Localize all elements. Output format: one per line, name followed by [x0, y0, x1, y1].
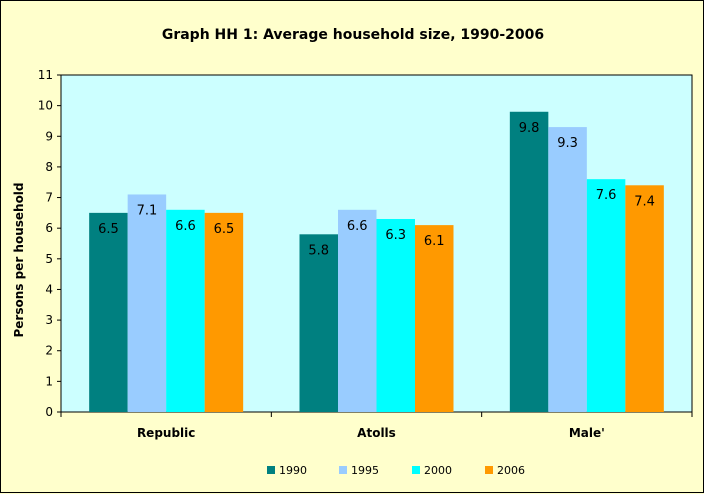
data-label: 6.6: [175, 219, 196, 234]
chart-title: Graph HH 1: Average household size, 1990…: [162, 27, 544, 43]
bar-1995: [338, 209, 377, 412]
x-category-label: Male': [569, 426, 605, 440]
data-label: 6.5: [214, 222, 235, 237]
legend-swatch: [339, 466, 347, 474]
data-label: 6.6: [347, 219, 368, 234]
y-tick-label: 1: [45, 374, 53, 388]
legend-entry: 2000: [424, 464, 452, 477]
bar-1990: [299, 234, 338, 412]
bar-2006: [204, 212, 244, 412]
data-label: 9.8: [519, 121, 540, 136]
data-label: 6.3: [385, 228, 406, 243]
y-tick-label: 5: [45, 252, 53, 266]
y-tick-label: 4: [45, 282, 53, 296]
bar-2006: [415, 225, 454, 412]
data-label: 6.1: [424, 234, 445, 249]
data-label: 9.3: [557, 136, 578, 151]
data-label: 5.8: [308, 243, 329, 258]
legend-entry: 1995: [351, 464, 379, 477]
x-category-label: Republic: [137, 426, 195, 440]
bar-2000: [586, 179, 626, 412]
data-label: 7.4: [634, 194, 655, 209]
bar-2000: [376, 218, 415, 412]
legend-swatch: [412, 466, 420, 474]
y-tick-label: 10: [38, 99, 53, 113]
data-label: 7.1: [137, 203, 158, 218]
bar-1995: [127, 194, 167, 412]
legend-swatch: [267, 466, 275, 474]
legend-entry: 1990: [279, 464, 307, 477]
y-tick-label: 7: [45, 191, 53, 205]
x-category-label: Atolls: [357, 426, 396, 440]
y-tick-label: 0: [45, 405, 53, 419]
bar-2006: [625, 185, 664, 412]
legend-swatch: [485, 466, 493, 474]
bar-1995: [548, 127, 587, 412]
y-tick-label: 8: [45, 160, 53, 174]
bar-1990: [89, 212, 128, 412]
y-tick-label: 3: [45, 313, 53, 327]
y-tick-label: 9: [45, 129, 53, 143]
y-tick-label: 6: [45, 221, 53, 235]
bar-1990: [509, 111, 549, 412]
y-tick-label: 2: [45, 344, 53, 358]
legend-entry: 2006: [497, 464, 525, 477]
y-tick-label: 11: [38, 68, 53, 82]
data-label: 7.6: [596, 188, 617, 203]
y-axis-label: Persons per household: [12, 182, 26, 337]
data-label: 6.5: [98, 222, 119, 237]
bar-2000: [166, 209, 205, 412]
